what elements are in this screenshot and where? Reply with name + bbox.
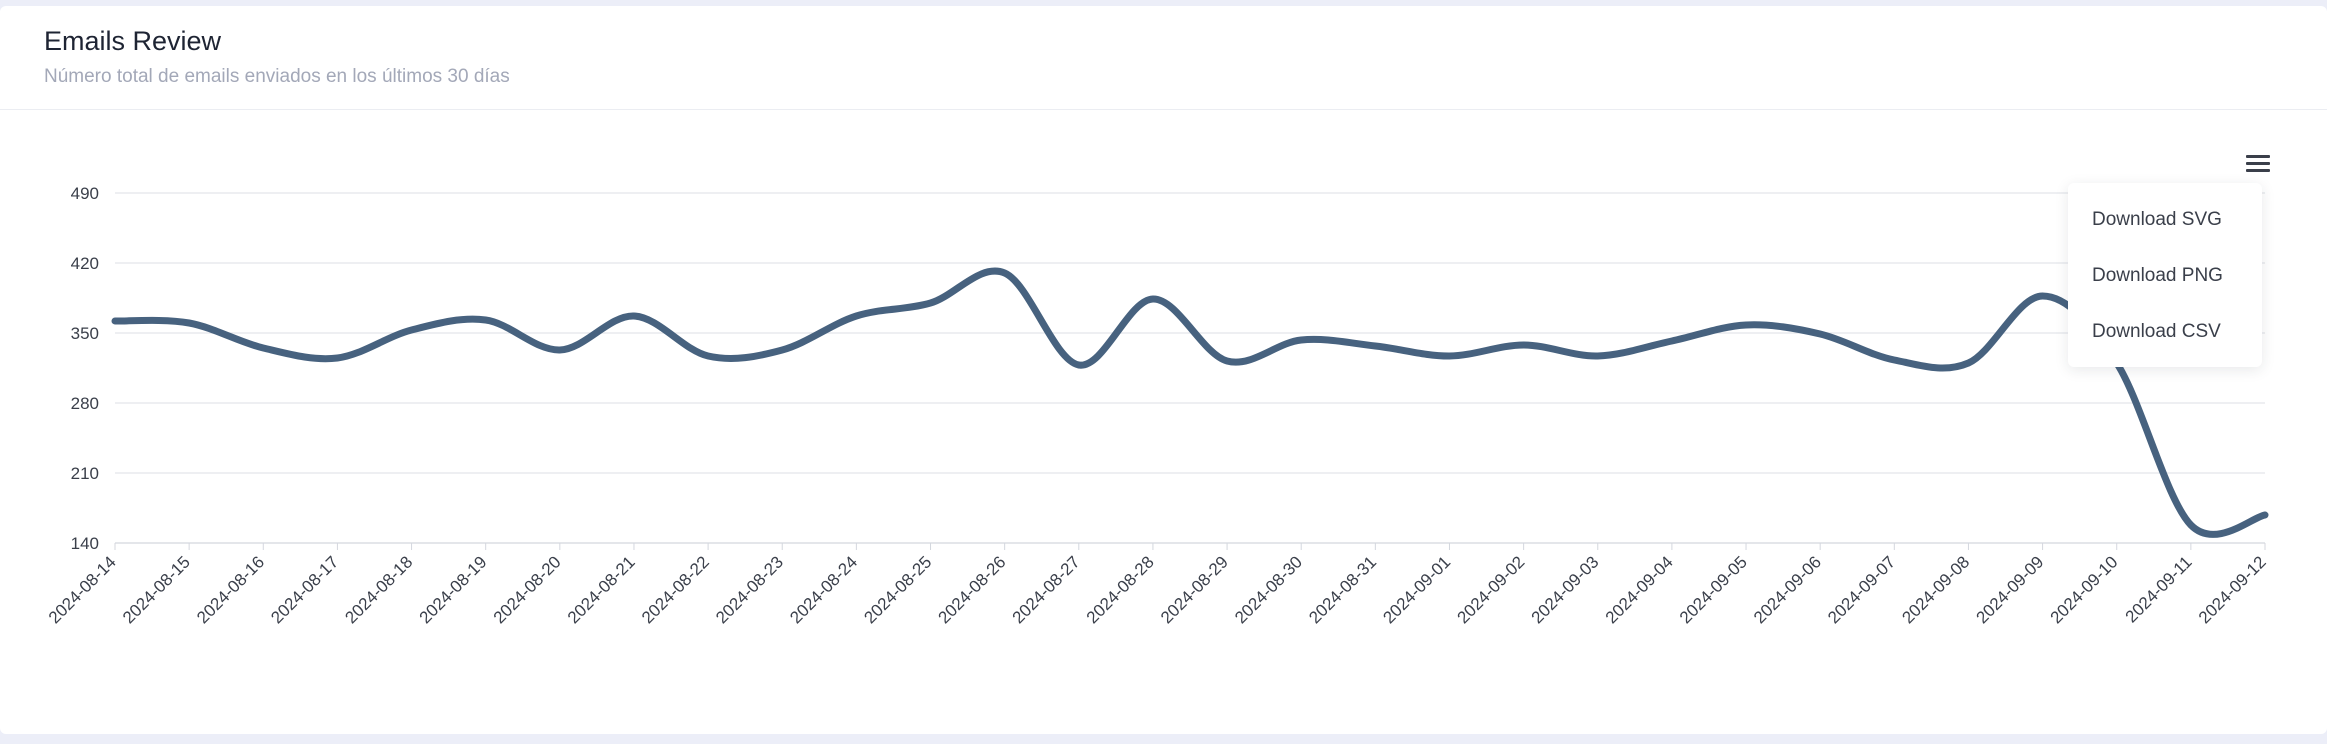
x-tick-label: 2024-08-25 — [860, 552, 935, 627]
y-tick-label: 350 — [71, 324, 99, 343]
x-tick-label: 2024-09-07 — [1824, 552, 1899, 627]
data-point[interactable] — [1891, 357, 1897, 363]
x-tick-label: 2024-09-04 — [1602, 552, 1677, 627]
x-tick-label: 2024-08-19 — [416, 552, 491, 627]
x-tick-label: 2024-08-15 — [119, 552, 194, 627]
x-tick-label: 2024-08-31 — [1305, 552, 1380, 627]
data-point[interactable] — [1595, 353, 1601, 359]
x-tick-label: 2024-08-27 — [1009, 552, 1084, 627]
download-svg-item[interactable]: Download SVG — [2092, 209, 2222, 230]
data-point[interactable] — [2188, 522, 2194, 528]
x-tick-label: 2024-08-28 — [1083, 552, 1158, 627]
x-tick-label: 2024-08-20 — [490, 552, 565, 627]
data-point[interactable] — [1298, 337, 1304, 343]
x-tick-label: 2024-09-03 — [1528, 552, 1603, 627]
y-axis-ticks: 140 210 280 350 420 490 — [71, 184, 99, 553]
x-tick-label: 2024-08-23 — [712, 552, 787, 627]
x-tick-label: 2024-09-02 — [1454, 552, 1529, 627]
x-tick-label: 2024-09-01 — [1379, 552, 1454, 627]
data-point[interactable] — [1965, 360, 1971, 366]
card-subtitle: Número total de emails enviados en los ú… — [44, 66, 510, 87]
x-tick-label: 2024-09-11 — [2122, 552, 2196, 626]
y-tick-label: 420 — [71, 254, 99, 273]
x-tick-label: 2024-09-06 — [1750, 552, 1825, 627]
x-tick-label: 2024-09-05 — [1676, 552, 1751, 627]
data-point[interactable] — [1150, 296, 1156, 302]
data-point[interactable] — [334, 355, 340, 361]
hamburger-menu-icon[interactable] — [2245, 154, 2271, 174]
data-point[interactable] — [1743, 322, 1749, 328]
data-point[interactable] — [260, 345, 266, 351]
data-point[interactable] — [631, 313, 637, 319]
y-tick-label: 280 — [71, 394, 99, 413]
data-point[interactable] — [853, 313, 859, 319]
data-point[interactable] — [1002, 270, 1008, 276]
data-point[interactable] — [409, 327, 415, 333]
data-point[interactable] — [2262, 512, 2268, 518]
data-point[interactable] — [483, 317, 489, 323]
data-point[interactable] — [2040, 293, 2046, 299]
data-point[interactable] — [186, 320, 192, 326]
download-png-item[interactable]: Download PNG — [2092, 265, 2223, 286]
x-tick-label: 2024-08-30 — [1231, 552, 1306, 627]
x-tick-label: 2024-09-08 — [1898, 552, 1973, 627]
x-tick-label: 2024-08-29 — [1157, 552, 1232, 627]
x-tick-label: 2024-08-26 — [935, 552, 1010, 627]
chart-series — [111, 267, 2269, 538]
emails-series-line — [111, 267, 2269, 538]
data-point[interactable] — [1224, 358, 1230, 364]
data-point[interactable] — [112, 318, 118, 324]
data-point[interactable] — [705, 353, 711, 359]
x-tick-label: 2024-08-21 — [564, 552, 639, 627]
data-point[interactable] — [1817, 331, 1823, 337]
y-tick-label: 140 — [71, 534, 99, 553]
data-point[interactable] — [779, 347, 785, 353]
y-tick-label: 490 — [71, 184, 99, 203]
card-header: Emails Review Número total de emails env… — [0, 6, 2327, 110]
data-point[interactable] — [928, 300, 934, 306]
x-tick-label: 2024-08-17 — [267, 552, 342, 627]
x-tick-label: 2024-08-18 — [341, 552, 416, 627]
data-point[interactable] — [1372, 343, 1378, 349]
export-dropdown-menu: Download SVG Download PNG Download CSV — [2068, 183, 2262, 367]
x-tick-label: 2024-08-16 — [193, 552, 268, 627]
x-tick-label: 2024-09-09 — [1972, 552, 2047, 627]
data-point[interactable] — [1446, 353, 1452, 359]
x-tick-label: 2024-09-12 — [2195, 552, 2270, 627]
chart-grid — [115, 192, 2265, 544]
x-tick-label: 2024-08-24 — [786, 552, 861, 627]
card-title: Emails Review — [44, 26, 222, 56]
x-tick-label: 2024-08-22 — [638, 552, 713, 627]
y-tick-label: 210 — [71, 464, 99, 483]
data-point[interactable] — [1076, 362, 1082, 368]
data-point[interactable] — [557, 347, 563, 353]
data-point[interactable] — [1521, 342, 1527, 348]
download-csv-item[interactable]: Download CSV — [2092, 321, 2221, 342]
x-axis-ticks: 2024-08-14 2024-08-15 2024-08-16 2024-08-17… — [45, 543, 2270, 627]
data-point[interactable] — [1669, 338, 1675, 344]
x-tick-label: 2024-09-10 — [2047, 552, 2122, 627]
x-tick-label: 2024-08-14 — [45, 552, 120, 627]
